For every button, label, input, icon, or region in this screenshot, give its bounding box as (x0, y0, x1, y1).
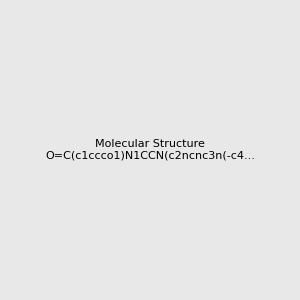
Text: Molecular Structure
O=C(c1ccco1)N1CCN(c2ncnc3n(-c4...: Molecular Structure O=C(c1ccco1)N1CCN(c2… (45, 139, 255, 161)
